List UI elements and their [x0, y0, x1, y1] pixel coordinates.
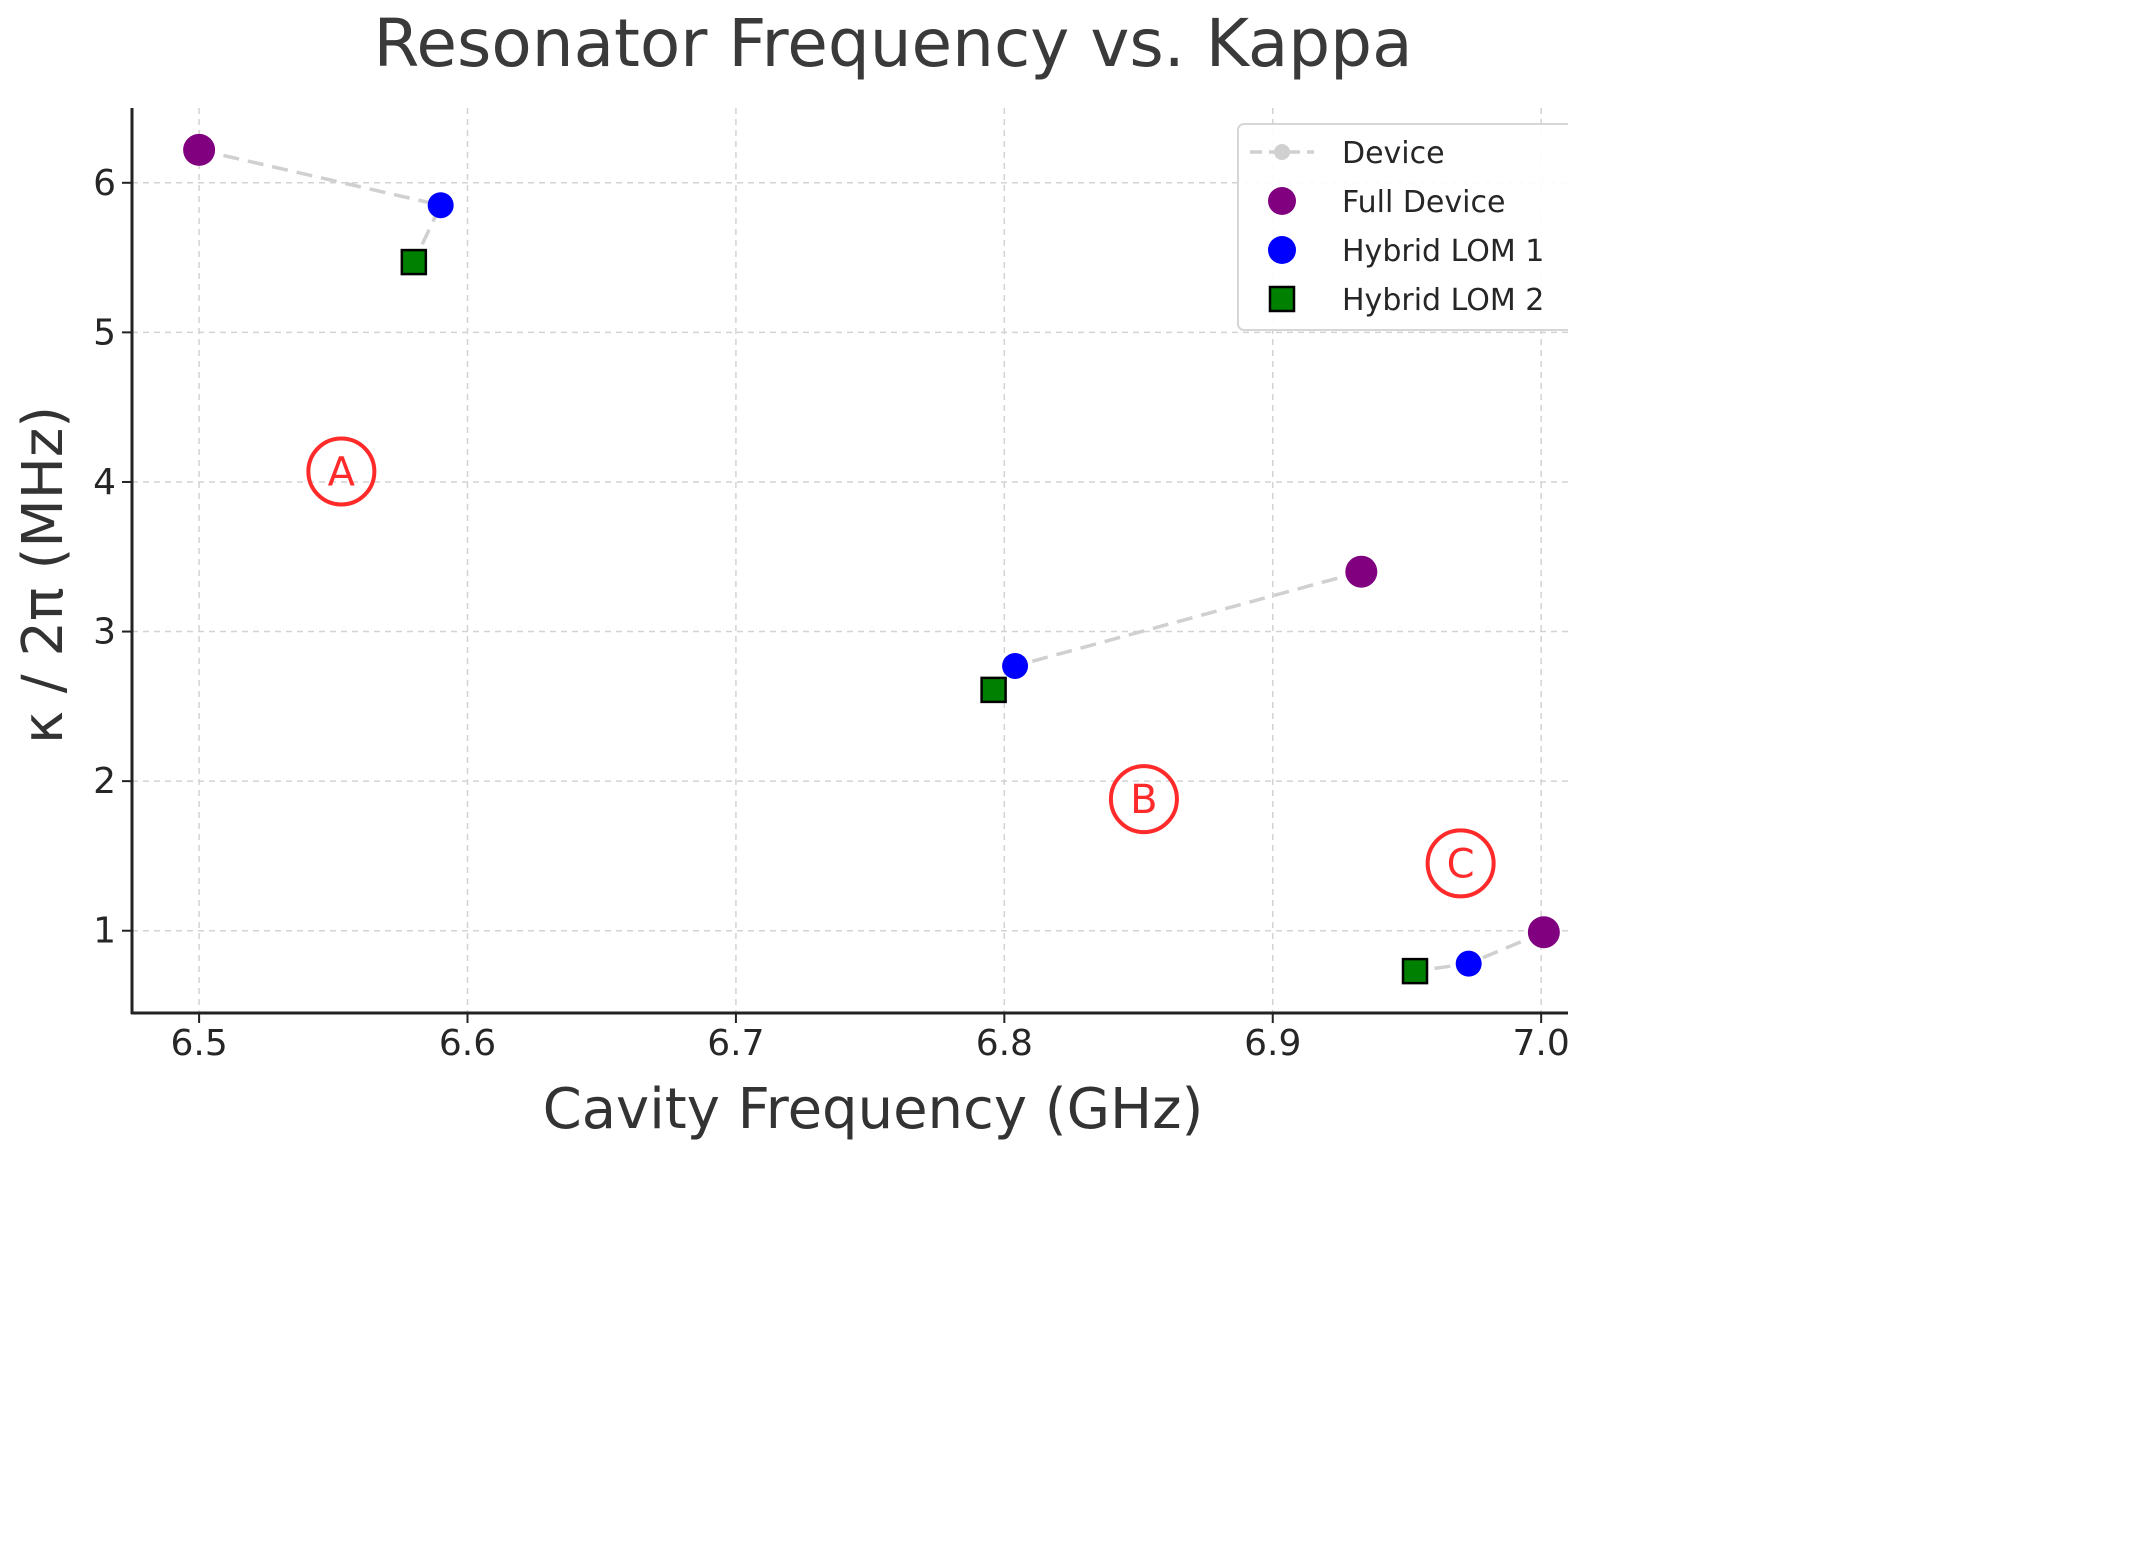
annotation-label-C: C	[1447, 841, 1475, 887]
data-points	[183, 133, 1560, 985]
y-tick-label: 1	[93, 911, 116, 952]
full-device-point-A	[183, 133, 216, 166]
x-tick-label: 7.0	[1513, 1023, 1568, 1064]
legend-label: Hybrid LOM 2	[1342, 283, 1544, 318]
y-tick-label: 2	[93, 761, 116, 802]
device-annotations: A B C	[306, 436, 1496, 899]
x-tick-label: 6.9	[1244, 1023, 1301, 1064]
legend-marker-circle	[1268, 187, 1296, 215]
y-tick-label: 3	[93, 612, 116, 653]
annotation-circle-A	[306, 436, 377, 507]
hybrid-lom2-point-C	[1401, 957, 1429, 985]
annotation-label-B: B	[1130, 777, 1157, 823]
y-axis-title: κ / 2π (MHz)	[11, 406, 76, 744]
x-tick-label: 6.5	[170, 1023, 227, 1064]
y-tick-label: 4	[93, 462, 116, 503]
legend-label: Device	[1342, 136, 1445, 171]
hybrid-lom1-point-B	[1002, 652, 1029, 679]
x-tick-label: 6.7	[707, 1023, 764, 1064]
annotation-label-A: A	[328, 449, 356, 495]
x-axis-title: Cavity Frequency (GHz)	[543, 1077, 1204, 1142]
chart-title: Resonator Frequency vs. Kappa	[373, 5, 1412, 82]
chart-svg: Resonator Frequency vs. Kappa 6.5 6.6 6.7 6…	[11, 5, 1568, 1142]
device-line-A	[198, 148, 444, 263]
legend-frame	[1237, 123, 1568, 331]
full-device-point-C	[1527, 916, 1560, 949]
annotation-circle-C	[1425, 828, 1496, 899]
y-tick-label: 5	[93, 312, 116, 353]
x-tick-label: 6.8	[976, 1023, 1033, 1064]
legend: Device Full Device Hybrid LOM 1 Hybrid LOM …	[1237, 123, 1568, 331]
legend-marker-dot	[1274, 144, 1290, 160]
hybrid-lom2-point-A	[400, 248, 428, 276]
annotation-circle-B	[1108, 764, 1179, 835]
hybrid-lom2-point-B	[980, 676, 1007, 704]
legend-label: Hybrid LOM 1	[1342, 234, 1544, 269]
ticks: 6.5 6.6 6.7 6.8 6.9 7.0 1 2 3 4 5 6	[93, 163, 1568, 1064]
legend-label: Full Device	[1342, 185, 1505, 220]
full-device-point-B	[1345, 555, 1378, 588]
legend-marker-circle	[1268, 236, 1296, 264]
y-tick-label: 6	[93, 163, 116, 204]
axes	[130, 108, 1568, 1015]
grid	[132, 108, 1568, 1013]
hybrid-lom1-point-C	[1455, 950, 1482, 977]
hybrid-lom1-point-A	[427, 192, 454, 219]
legend-marker-square	[1268, 285, 1296, 313]
x-tick-label: 6.6	[439, 1023, 496, 1064]
